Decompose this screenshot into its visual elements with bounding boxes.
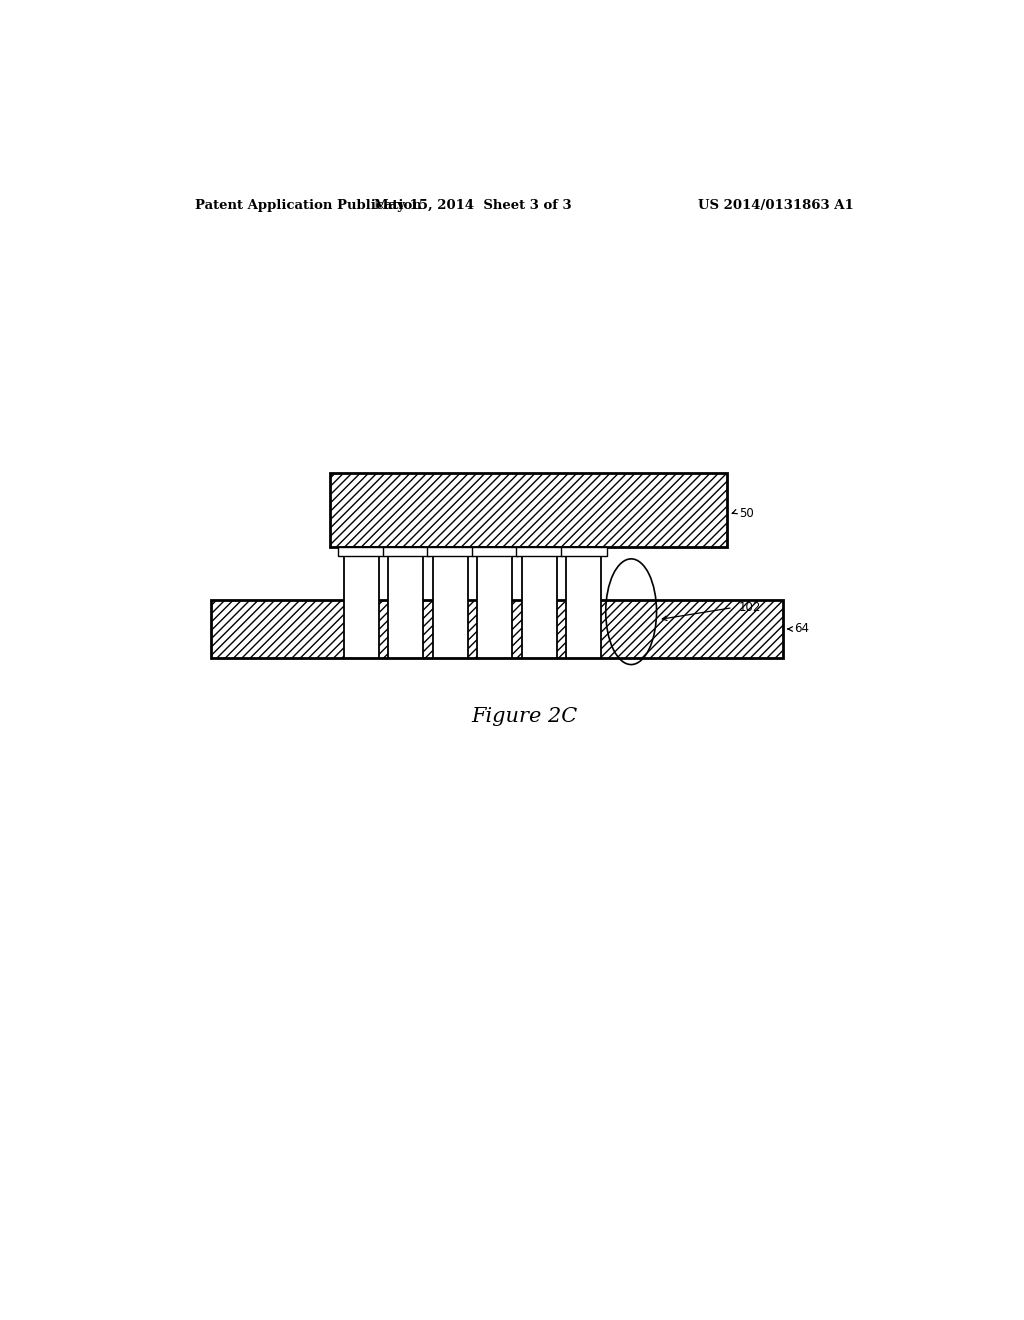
Bar <box>383 546 429 556</box>
Text: 64: 64 <box>795 623 810 635</box>
Text: Figure 2C: Figure 2C <box>472 708 578 726</box>
Text: Patent Application Publication: Patent Application Publication <box>196 199 422 213</box>
Text: 50: 50 <box>739 507 754 520</box>
Bar <box>560 546 606 556</box>
Bar <box>331 474 727 546</box>
Bar <box>427 546 473 556</box>
Bar <box>211 599 782 659</box>
Bar <box>433 546 468 659</box>
Bar <box>516 546 562 556</box>
Text: 102: 102 <box>739 601 762 614</box>
Text: May 15, 2014  Sheet 3 of 3: May 15, 2014 Sheet 3 of 3 <box>375 199 572 213</box>
Text: US 2014/0131863 A1: US 2014/0131863 A1 <box>698 199 854 213</box>
Bar <box>338 546 384 556</box>
Bar <box>521 546 557 659</box>
Bar <box>477 546 512 659</box>
Bar <box>472 546 518 556</box>
Bar <box>566 546 601 659</box>
Bar <box>344 546 379 659</box>
Bar <box>388 546 423 659</box>
